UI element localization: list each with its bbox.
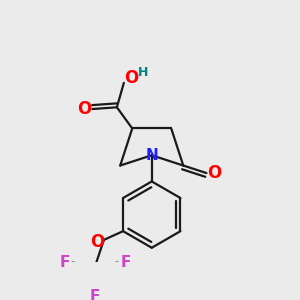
Text: O: O (90, 232, 104, 250)
Text: O: O (124, 70, 139, 88)
Text: O: O (207, 164, 221, 182)
Text: F: F (90, 289, 100, 300)
Text: O: O (77, 100, 92, 118)
Text: N: N (146, 148, 158, 163)
Text: F: F (59, 255, 70, 270)
Text: F: F (121, 255, 131, 270)
Text: H: H (138, 66, 148, 79)
